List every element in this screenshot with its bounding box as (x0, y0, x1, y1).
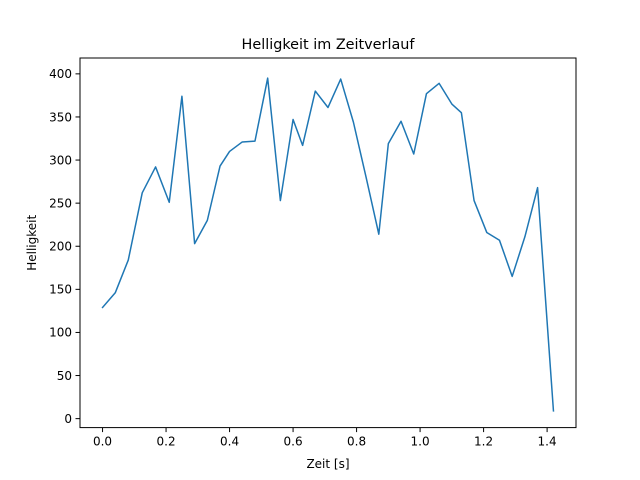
plot-frame (79, 57, 577, 429)
y-tick-label: 350 (49, 110, 72, 124)
x-axis-label: Zeit [s] (306, 457, 349, 471)
y-axis-ticks: 0 50 100 150 200 250 300 350 400 (49, 67, 80, 426)
x-tick-label: 0.4 (220, 435, 239, 449)
x-tick-label: 0.8 (347, 435, 366, 449)
y-tick-label: 300 (49, 153, 72, 167)
y-tick-label: 400 (49, 67, 72, 81)
x-tick-label: 1.4 (538, 435, 557, 449)
y-tick-label: 50 (57, 369, 72, 383)
x-tick-label: 0.0 (93, 435, 112, 449)
y-axis-label: Helligkeit (25, 215, 39, 271)
x-axis-ticks: 0.0 0.2 0.4 0.6 0.8 1.0 1.2 1.4 (93, 427, 557, 449)
y-tick-label: 150 (49, 283, 72, 297)
y-tick-label: 100 (49, 326, 72, 340)
x-tick-label: 1.0 (411, 435, 430, 449)
x-tick-label: 1.2 (474, 435, 493, 449)
y-tick-label: 0 (64, 412, 72, 426)
x-tick-label: 0.2 (157, 435, 176, 449)
chart-title: Helligkeit im Zeitverlauf (242, 37, 416, 53)
series-line (101, 77, 555, 412)
y-tick-label: 200 (49, 240, 72, 254)
x-tick-label: 0.6 (284, 435, 303, 449)
plot-line-layer (101, 77, 555, 412)
y-tick-label: 250 (49, 196, 72, 210)
